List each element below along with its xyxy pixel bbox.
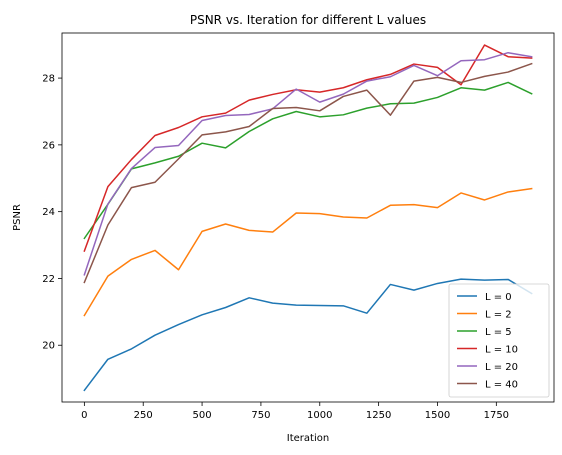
x-tick-label: 250 — [134, 410, 153, 421]
legend-label: L = 10 — [485, 345, 518, 356]
legend: L = 0 L = 2 L = 5 L = 10 L = 20 L = 40 — [448, 283, 550, 398]
legend-label: L = 40 — [485, 380, 518, 391]
series-line-l-5 — [83, 81, 533, 240]
y-tick-label: 22 — [42, 274, 55, 285]
x-tick-label: 500 — [193, 410, 212, 421]
y-axis-label: PSNR — [12, 204, 23, 231]
legend-label: L = 0 — [485, 292, 512, 303]
series-line-l-2 — [83, 187, 533, 317]
plot-frame — [61, 32, 555, 403]
legend-label: L = 20 — [485, 362, 518, 373]
x-tick-label: 1000 — [307, 410, 332, 421]
y-tick-label: 24 — [42, 207, 55, 218]
series-line-l-20 — [83, 51, 533, 276]
series-line-l-0 — [83, 278, 533, 392]
x-tick-label: 0 — [81, 410, 87, 421]
chart-title: PSNR vs. Iteration for different L value… — [190, 13, 426, 27]
lines-layer — [83, 44, 533, 392]
ticks-layer: 0 250 500 750 1000 1250 1500 1750 20 22 24 26 28 — [42, 74, 509, 421]
x-tick-label: 750 — [251, 410, 270, 421]
y-tick-label: 20 — [42, 341, 55, 352]
y-tick-label: 28 — [42, 74, 55, 85]
legend-label: L = 5 — [485, 327, 512, 338]
x-tick-label: 1500 — [425, 410, 450, 421]
legend-box — [448, 283, 550, 398]
y-tick-label: 26 — [42, 140, 55, 151]
x-tick-label: 1750 — [484, 410, 509, 421]
x-tick-label: 1250 — [366, 410, 391, 421]
series-line-l-40 — [83, 62, 533, 284]
series-line-l-10 — [83, 44, 533, 253]
legend-label: L = 2 — [485, 310, 512, 321]
x-axis-label: Iteration — [287, 433, 329, 444]
